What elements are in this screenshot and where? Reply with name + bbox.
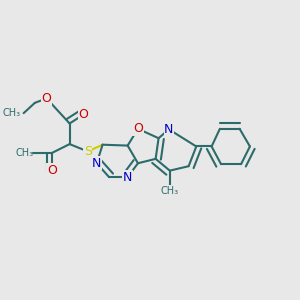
Text: O: O <box>79 108 88 121</box>
Text: N: N <box>123 171 132 184</box>
Text: CH₃: CH₃ <box>161 186 179 196</box>
Text: N: N <box>164 123 174 136</box>
Text: O: O <box>42 92 52 105</box>
Text: S: S <box>84 145 92 158</box>
Text: CH₃: CH₃ <box>15 148 33 158</box>
Text: O: O <box>47 164 57 177</box>
Text: O: O <box>133 122 143 135</box>
Text: N: N <box>92 157 101 170</box>
Text: CH₃: CH₃ <box>3 108 21 118</box>
